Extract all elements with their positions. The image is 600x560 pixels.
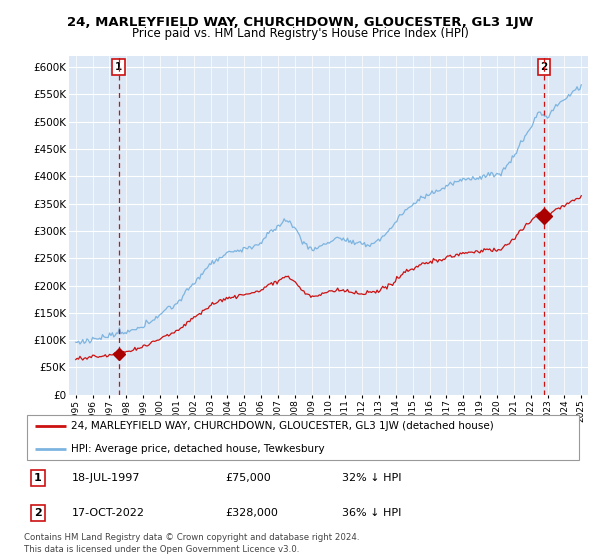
- Text: 1: 1: [115, 62, 122, 72]
- Text: 17-OCT-2022: 17-OCT-2022: [71, 508, 145, 517]
- Text: 32% ↓ HPI: 32% ↓ HPI: [342, 473, 401, 483]
- Text: Price paid vs. HM Land Registry's House Price Index (HPI): Price paid vs. HM Land Registry's House …: [131, 27, 469, 40]
- Text: 1: 1: [34, 473, 42, 483]
- Text: 24, MARLEYFIELD WAY, CHURCHDOWN, GLOUCESTER, GL3 1JW: 24, MARLEYFIELD WAY, CHURCHDOWN, GLOUCES…: [67, 16, 533, 29]
- Text: 36% ↓ HPI: 36% ↓ HPI: [342, 508, 401, 517]
- Text: HPI: Average price, detached house, Tewkesbury: HPI: Average price, detached house, Tewk…: [71, 444, 325, 454]
- Text: 2: 2: [541, 62, 548, 72]
- Text: Contains HM Land Registry data © Crown copyright and database right 2024.
This d: Contains HM Land Registry data © Crown c…: [24, 533, 359, 554]
- Text: 24, MARLEYFIELD WAY, CHURCHDOWN, GLOUCESTER, GL3 1JW (detached house): 24, MARLEYFIELD WAY, CHURCHDOWN, GLOUCES…: [71, 421, 494, 431]
- FancyBboxPatch shape: [27, 415, 579, 460]
- Text: 2: 2: [34, 508, 42, 517]
- Text: £328,000: £328,000: [225, 508, 278, 517]
- Text: 18-JUL-1997: 18-JUL-1997: [71, 473, 140, 483]
- Text: £75,000: £75,000: [225, 473, 271, 483]
